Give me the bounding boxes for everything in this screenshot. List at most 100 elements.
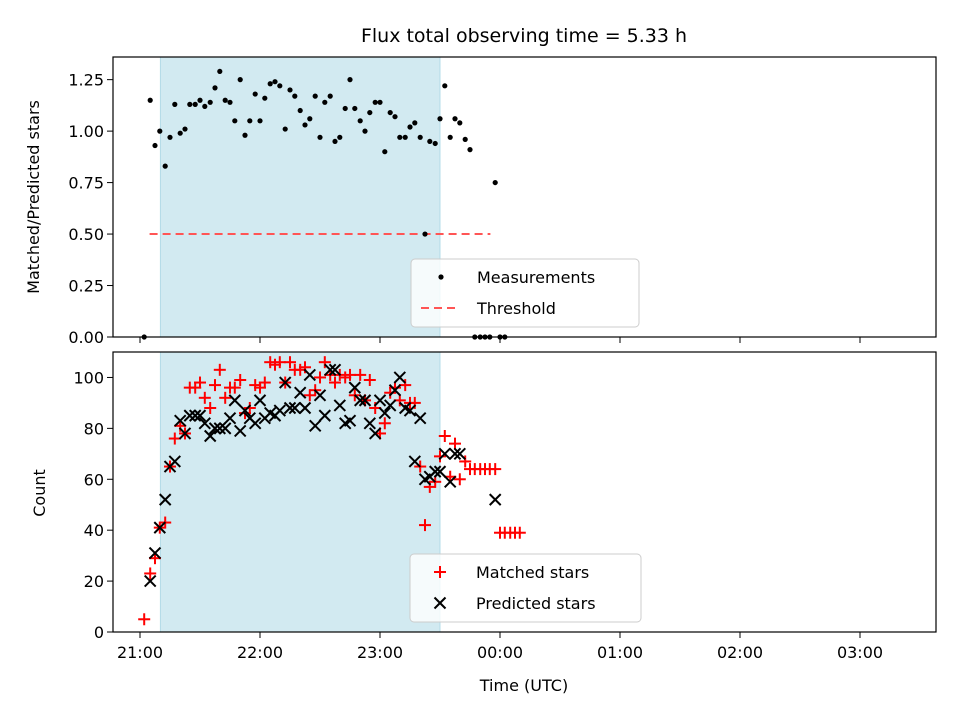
measurement-point — [172, 101, 178, 107]
matched-star-point — [489, 463, 502, 476]
measurement-point — [272, 79, 278, 85]
legend-measurements-marker — [438, 274, 444, 280]
matched-star-point — [273, 356, 286, 369]
measurement-point — [392, 114, 398, 120]
matched-star-point — [438, 430, 451, 442]
measurement-point — [442, 83, 448, 89]
predicted-star-point — [218, 422, 232, 435]
top-observing-span — [159, 56, 441, 338]
measurement-point — [292, 93, 298, 99]
measurement-point — [182, 126, 188, 132]
measurement-point — [452, 116, 458, 122]
measurement-point — [492, 179, 498, 186]
measurement-point — [312, 93, 318, 99]
bottom-legend: Matched stars Predicted stars — [409, 553, 642, 623]
matched-star-point — [213, 363, 226, 376]
predicted-star-point — [238, 404, 252, 417]
matched-star-point — [314, 371, 326, 384]
top-axes-frame — [112, 56, 937, 338]
predicted-star-point — [233, 424, 247, 438]
predicted-star-point — [168, 455, 182, 468]
matched-star-point — [419, 519, 431, 532]
matched-star-point — [303, 389, 316, 402]
measurement-point — [227, 99, 233, 105]
x-tick-label: 01:00 — [597, 643, 643, 662]
matched-star-point — [204, 402, 217, 414]
bottom-y-tick-label: 40 — [84, 521, 104, 540]
matched-star-point — [318, 356, 331, 369]
measurement-point — [177, 130, 183, 136]
predicted-star-point — [438, 447, 452, 461]
measurement-point — [147, 97, 153, 103]
predicted-star-point — [273, 404, 287, 417]
matched-star-point — [228, 381, 241, 394]
matched-star-point — [198, 391, 211, 404]
predicted-star-point — [203, 429, 217, 443]
measurement-point — [342, 105, 348, 112]
measurement-point — [432, 140, 438, 147]
predicted-star-point — [358, 394, 372, 407]
predicted-star-point — [288, 401, 302, 415]
predicted-star-point — [248, 417, 262, 430]
measurement-point — [202, 103, 208, 110]
predicted-star-point — [283, 401, 297, 415]
measurement-point — [267, 81, 273, 87]
matched-star-point — [453, 473, 466, 486]
measurement-point — [367, 109, 373, 116]
top-y-axis-label: Matched/Predicted stars — [24, 100, 43, 294]
predicted-star-point — [328, 363, 342, 377]
predicted-star-point — [433, 465, 447, 478]
bottom-y-tick-label: 60 — [84, 470, 104, 489]
bottom-panel: 0 20 40 60 80 100 21:00 22:00 23:00 00:00 01:00 02:… — [73, 351, 937, 662]
measurement-point — [222, 97, 228, 103]
measurement-point — [457, 120, 463, 126]
legend-predicted-marker-b — [433, 596, 447, 610]
predicted-star-point — [278, 376, 292, 389]
predicted-star-point — [178, 427, 192, 440]
measurement-point — [242, 132, 248, 138]
measurement-point — [262, 95, 268, 101]
measurement-point — [332, 138, 338, 145]
measurement-point — [352, 105, 358, 112]
predicted-star-point — [188, 409, 202, 422]
matched-star-point — [144, 567, 157, 580]
top-legend: Measurements Threshold — [410, 258, 640, 328]
x-tick-label: 22:00 — [237, 643, 283, 662]
matched-star-point — [434, 450, 446, 463]
x-tick-label: 21:00 — [117, 643, 163, 662]
predicted-star-point — [348, 381, 362, 394]
predicted-star-point — [253, 394, 267, 407]
measurement-point — [397, 134, 403, 140]
matched-star-point — [459, 455, 472, 468]
matched-star-point — [219, 391, 232, 404]
measurement-point — [357, 118, 363, 124]
predicted-star-point — [373, 394, 387, 407]
top-y-tick-label: 0.00 — [68, 328, 104, 347]
x-tick-label: 03:00 — [837, 643, 883, 662]
measurement-point — [382, 149, 388, 155]
measurement-point — [192, 101, 198, 107]
legend-box — [409, 553, 642, 623]
predicted-star-point — [173, 414, 187, 427]
measurement-point — [417, 134, 423, 140]
measurement-point — [447, 134, 453, 140]
matched-star-point — [513, 526, 526, 539]
matched-star-point — [329, 376, 341, 389]
top-y-tick-label: 1.00 — [68, 122, 104, 141]
predicted-star-point — [388, 383, 402, 397]
measurement-point — [362, 128, 368, 134]
matched-star-point — [234, 374, 247, 386]
predicted-star-point — [208, 422, 222, 435]
predicted-star-point — [488, 493, 502, 506]
predicted-star-point — [213, 422, 227, 435]
measurement-point — [347, 77, 353, 83]
matched-star-point — [344, 368, 356, 381]
measurement-point — [207, 99, 213, 105]
top-y-tick-label: 0.75 — [68, 174, 104, 193]
bottom-y-tick-label: 20 — [84, 572, 104, 591]
bottom-y-tick-label: 100 — [73, 368, 104, 387]
measurement-point — [167, 134, 173, 140]
measurement-point — [327, 93, 333, 99]
legend-threshold-label: Threshold — [476, 299, 556, 318]
